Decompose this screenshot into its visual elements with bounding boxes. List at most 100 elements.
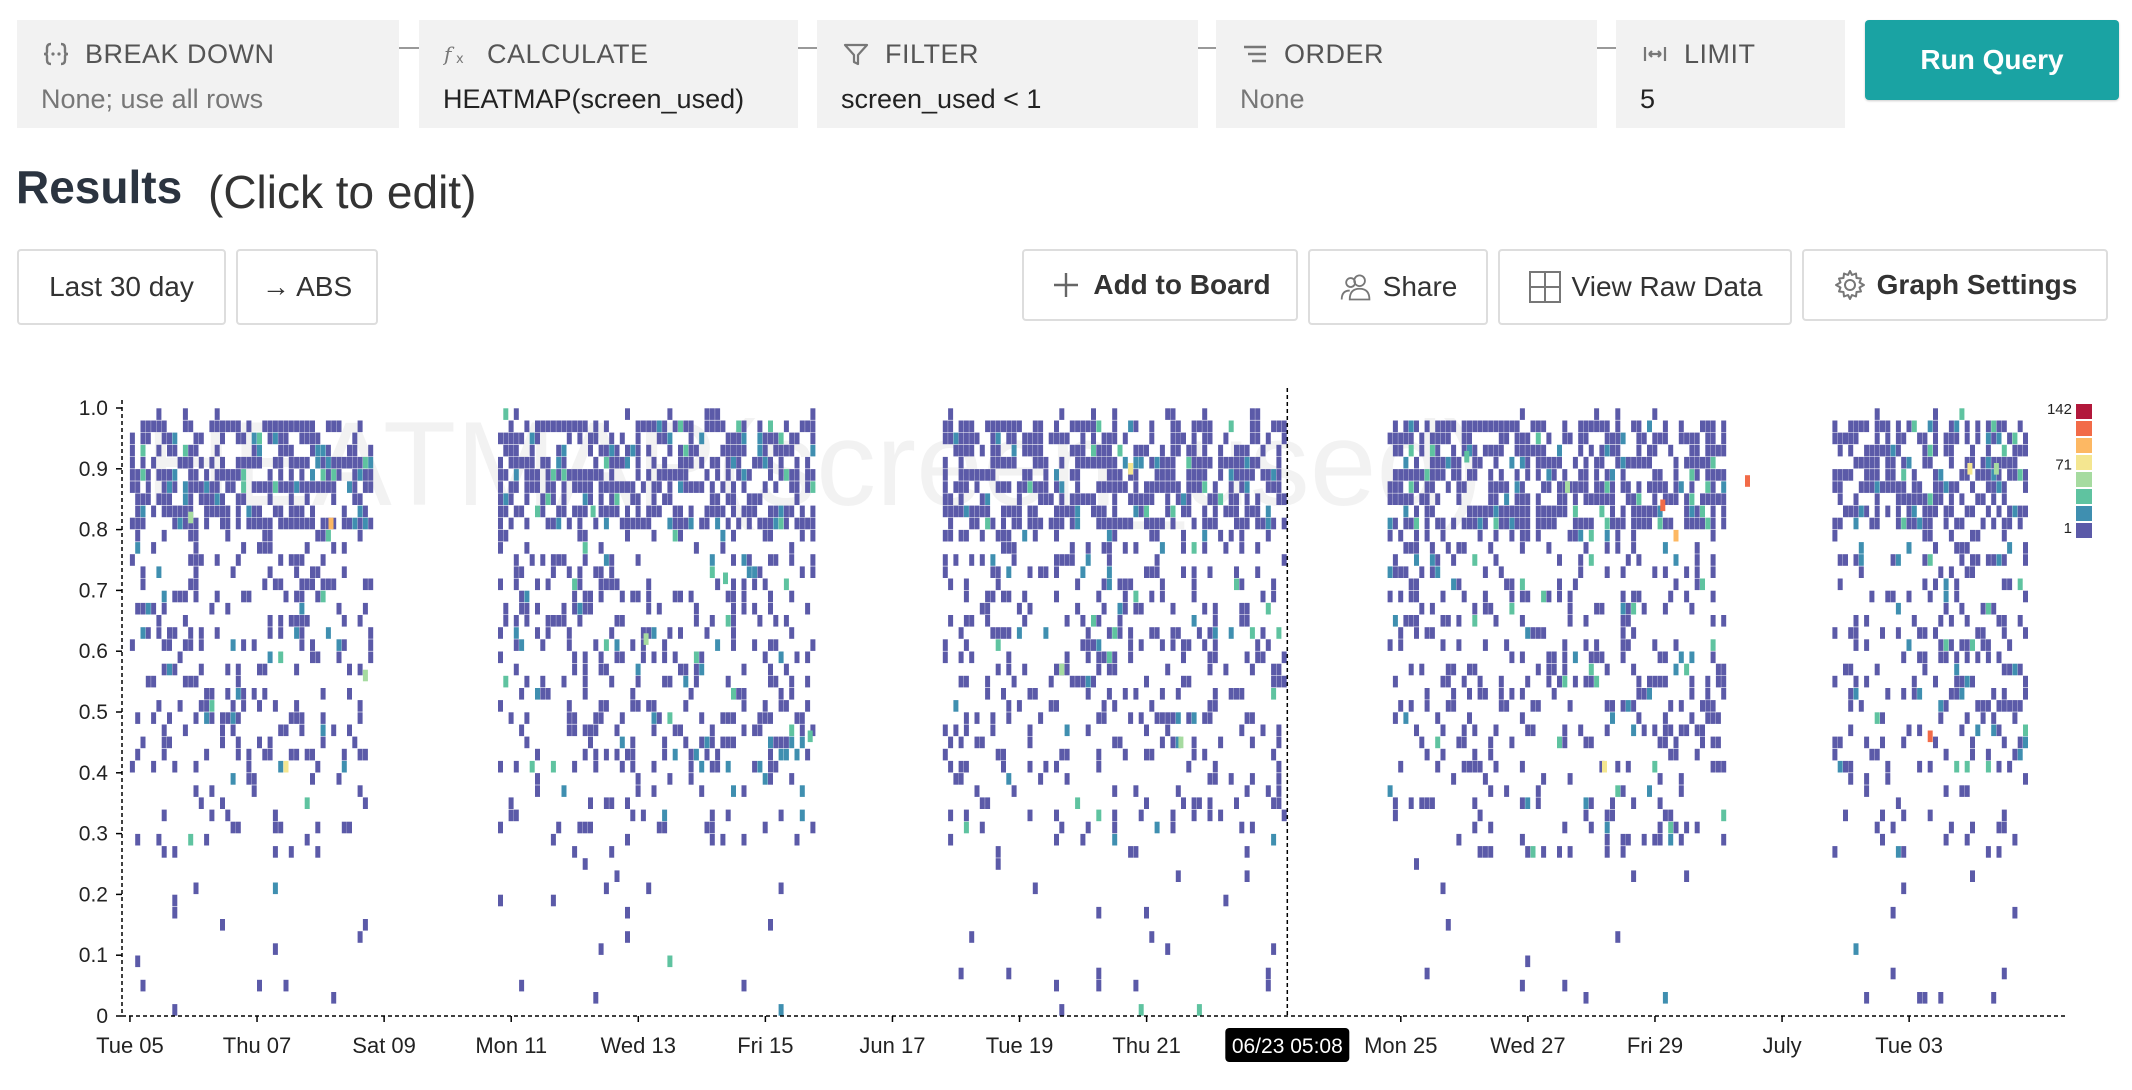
run-query-button[interactable]: Run Query [1865, 20, 2119, 100]
heatmap-cell [1874, 748, 1880, 761]
heatmap-cell [725, 615, 731, 627]
share-button[interactable]: Share [1308, 249, 1488, 325]
order-clause[interactable]: ORDER None [1216, 20, 1597, 128]
heatmap-cell [773, 615, 779, 627]
heatmap-cell [167, 432, 172, 445]
heatmap-cell [1927, 554, 1933, 566]
heatmap-cell [1408, 481, 1414, 493]
heatmap-cell [177, 651, 183, 664]
heatmap-cell [985, 469, 991, 481]
heatmap-cell [1249, 736, 1255, 749]
heatmap-cell [1647, 505, 1652, 518]
heatmap-cell [1525, 590, 1531, 603]
heatmap-cell [1059, 1004, 1065, 1016]
heatmap-cell [1557, 578, 1562, 591]
heatmap-cell [188, 420, 194, 433]
heatmap-cell [773, 675, 779, 688]
view-raw-data-button[interactable]: View Raw Data [1498, 249, 1792, 325]
heatmap-cell [1710, 651, 1716, 664]
heatmap-cell [1985, 554, 1991, 566]
heatmap-cell [1583, 542, 1589, 554]
heatmap-cell [1117, 444, 1123, 457]
heatmap-cell [209, 602, 215, 615]
heatmap-cell [508, 444, 514, 457]
heatmap-cell [985, 615, 991, 627]
heatmap-cell [1551, 505, 1557, 518]
heatmap-cell [1022, 590, 1028, 603]
heatmap-cell [778, 456, 784, 469]
heatmap-cell [635, 469, 641, 481]
heatmap-cell [1159, 590, 1165, 603]
heatmap-cell [267, 529, 273, 542]
heatmap-cell [246, 748, 252, 761]
heatmap-cell [1408, 493, 1414, 505]
heatmap-cell [1610, 517, 1615, 530]
heatmap-cell [225, 809, 231, 822]
heatmap-cell [561, 554, 567, 566]
heatmap-cell [1265, 529, 1271, 542]
heatmap-cell [1149, 931, 1155, 943]
heatmap-cell [1244, 469, 1250, 481]
heatmap-cell [1641, 517, 1647, 530]
heatmap-cell [948, 736, 954, 749]
heatmap-cell [1096, 444, 1102, 457]
heatmap-cell-hot [328, 517, 334, 530]
heatmap-cell [1408, 578, 1414, 591]
heatmap-cell [577, 420, 583, 433]
heatmap-cell [1112, 833, 1118, 846]
heatmap-cell [1673, 578, 1679, 591]
heatmap-chart[interactable]: HEATMAP(screen_used) 00.10.20.30.40.50.6… [0, 380, 2132, 1080]
heatmap-cell [225, 420, 231, 433]
heatmap-cell [310, 651, 315, 664]
time-cursor[interactable]: 06/23 05:08 [1225, 388, 1350, 1062]
heatmap-cell [963, 821, 969, 834]
heatmap-cell [1054, 590, 1059, 603]
heatmap-cell [1059, 748, 1065, 761]
heatmap-cell [1424, 420, 1430, 433]
graph-settings-button[interactable]: Graph Settings [1802, 249, 2108, 321]
limit-clause[interactable]: LIMIT 5 [1616, 20, 1845, 128]
heatmap-cell [188, 456, 194, 469]
heatmap-cell [1154, 821, 1160, 834]
heatmap-cell [1223, 894, 1229, 907]
heatmap-cell [1207, 432, 1213, 445]
heatmap-cell [1705, 675, 1711, 688]
heatmap-cell [1207, 663, 1213, 676]
heatmap-cell [1075, 578, 1081, 591]
heatmap-cell [145, 420, 151, 433]
heatmap-cell [225, 481, 231, 493]
heatmap-cell [1535, 700, 1541, 712]
heatmap-cell [1588, 675, 1594, 688]
heatmap-cell [1244, 505, 1250, 518]
heatmap-cell [1271, 943, 1277, 955]
add-to-board-button[interactable]: Add to Board [1022, 249, 1298, 321]
heatmap-cell [1144, 444, 1149, 457]
heatmap-cell [1843, 469, 1848, 481]
heatmap-cell [1948, 420, 1954, 433]
heatmap-cell [278, 505, 284, 518]
heatmap-cell [1541, 505, 1547, 518]
heatmap-cell [1864, 469, 1870, 481]
heatmap-cell [1154, 456, 1160, 469]
heatmap-cell [331, 456, 337, 469]
heatmap-cell [609, 505, 615, 518]
heatmap-cell [572, 469, 578, 481]
heatmap-cell [1043, 493, 1049, 505]
heatmap-cell [161, 529, 167, 542]
breakdown-clause[interactable]: BREAK DOWN None; use all rows [17, 20, 399, 128]
time-range-button[interactable]: Last 30 day [17, 249, 226, 325]
heatmap-cell [1959, 675, 1965, 688]
heatmap-cell [1705, 493, 1711, 505]
heatmap-cell [609, 797, 615, 809]
abs-toggle-button[interactable]: → ABS [236, 249, 378, 325]
heatmap-cell [1541, 456, 1547, 469]
heatmap-cell [235, 493, 241, 505]
heatmap-cell [1117, 615, 1123, 627]
results-edit-hint[interactable]: (Click to edit) [208, 166, 477, 218]
filter-clause[interactable]: FILTER screen_used < 1 [817, 20, 1198, 128]
heatmap-cell [704, 505, 710, 518]
heatmap-cell [1710, 736, 1716, 749]
heatmap-cell [1874, 469, 1880, 481]
heatmap-cell [508, 797, 514, 809]
